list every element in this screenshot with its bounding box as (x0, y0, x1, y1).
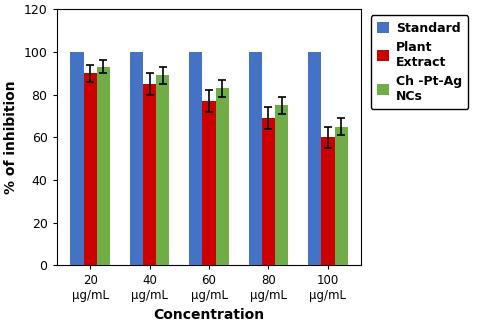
Bar (143, 84, 156, 265)
Y-axis label: % of inhibition: % of inhibition (4, 81, 18, 194)
Bar (202, 101, 215, 265)
Bar (189, 52, 202, 265)
Bar (70, 52, 83, 265)
Bar (97, 67, 110, 265)
Bar (83, 73, 97, 265)
X-axis label: Concentration: Concentration (153, 308, 264, 322)
Bar (275, 105, 288, 265)
Legend: Standard, Plant
Extract, Ch -Pt-Ag
NCs: Standard, Plant Extract, Ch -Pt-Ag NCs (370, 15, 467, 110)
Bar (215, 88, 228, 265)
Bar (248, 52, 262, 265)
Bar (130, 52, 143, 265)
Bar (321, 137, 334, 265)
Bar (334, 126, 347, 265)
Bar (262, 118, 275, 265)
Bar (308, 52, 321, 265)
Bar (156, 75, 169, 265)
